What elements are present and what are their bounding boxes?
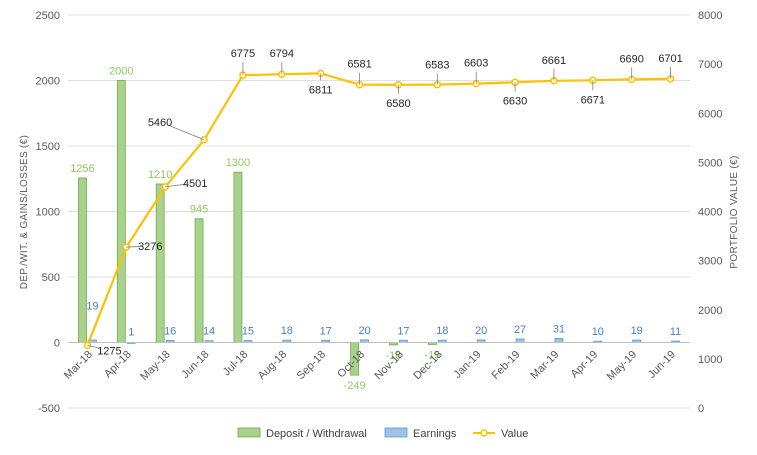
value-data-label: 5460 [148, 117, 172, 129]
value-data-label: 6690 [619, 53, 643, 65]
value-data-label: 6580 [386, 98, 410, 110]
category-tick-label: Mar-18 [62, 349, 95, 382]
category-tick-label: Jul-18 [221, 349, 251, 379]
right-tick-label: 3000 [698, 256, 722, 268]
deposit-data-label: -249 [344, 380, 366, 392]
earnings-data-label: 1 [128, 327, 134, 339]
category-tick-label: Apr-19 [569, 349, 601, 381]
value-series-line [86, 72, 671, 346]
left-tick-label: 1000 [36, 207, 60, 219]
value-data-label: 4501 [183, 178, 207, 190]
axis-ticks: -500 0 500 1000 1500 2000 2500 0 1000 2000 3000 400… [36, 10, 723, 415]
legend-swatch-earnings [384, 427, 408, 438]
earnings-data-label: 14 [203, 326, 215, 338]
category-tick-label: May-19 [605, 349, 639, 383]
value-data-label: 6701 [658, 53, 682, 65]
category-tick-label: Feb-19 [489, 349, 522, 382]
legend-label-earnings: Earnings [413, 428, 457, 440]
left-tick-label: 500 [42, 272, 60, 284]
earnings-data-label: 31 [553, 323, 565, 335]
right-tick-label: 5000 [698, 157, 722, 169]
earnings-data-label: 15 [242, 326, 254, 338]
value-data-label: 6775 [231, 48, 255, 60]
left-tick-label: 0 [54, 338, 60, 350]
value-leader-line [126, 246, 142, 248]
legend-label-value: Value [501, 428, 528, 440]
earnings-bar [554, 338, 564, 343]
deposit-data-label: 1256 [70, 163, 94, 175]
left-axis-title: DEP./WIT. & GAINS/LOSSES (€) [19, 135, 30, 289]
value-data-label: 1275 [97, 345, 121, 357]
category-tick-label: Jun-19 [646, 349, 678, 381]
earnings-data-label: 17 [320, 325, 332, 337]
value-data-label: 6581 [347, 59, 371, 71]
category-tick-label: Jun-18 [179, 349, 211, 381]
category-tick-label: Mar-19 [528, 349, 561, 382]
left-tick-label: 1500 [36, 141, 60, 153]
earnings-bar [515, 338, 525, 343]
deposit-data-label: 2000 [109, 66, 133, 78]
left-tick-label: 2500 [36, 10, 60, 22]
category-tick-label: Jan-19 [451, 349, 483, 381]
earnings-data-label: 27 [514, 324, 526, 336]
value-data-label: 6811 [309, 84, 333, 96]
deposit-bar [155, 183, 165, 343]
deposit-data-label: -18 [385, 350, 401, 362]
deposit-data-label: 1300 [226, 157, 250, 169]
legend-label-deposit: Deposit / Withdrawal [266, 428, 367, 440]
earnings-data-label: 19 [86, 301, 98, 313]
category-tick-label: Aug-18 [256, 349, 290, 383]
deposit-data-label: 945 [190, 204, 208, 216]
deposit-data-label: -15 [424, 349, 440, 361]
right-tick-label: 2000 [698, 305, 722, 317]
value-data-label: 3276 [138, 241, 162, 253]
legend-marker-value [480, 429, 488, 437]
right-tick-label: 1000 [698, 354, 722, 366]
value-data-label: 6603 [464, 58, 488, 70]
gridlines [68, 14, 690, 409]
value-line [83, 69, 675, 350]
legend: Deposit / Withdrawal Earnings Value [237, 427, 528, 440]
earnings-data-label: 10 [592, 326, 604, 338]
category-tick-label: May-18 [138, 349, 172, 383]
right-tick-label: 4000 [698, 207, 722, 219]
category-tick-label: Sep-18 [295, 349, 329, 383]
right-tick-label: 0 [698, 403, 704, 415]
right-tick-label: 7000 [698, 59, 722, 71]
value-leader-line [168, 124, 205, 141]
data-labels: 1256 2000 1210 945 1300 -249 -18 -15 19 1 16 14 15 18… [70, 48, 683, 392]
earnings-data-label: 19 [631, 325, 643, 337]
value-data-label: 6661 [542, 55, 566, 67]
earnings-data-label: 18 [436, 325, 448, 337]
right-tick-label: 6000 [698, 108, 722, 120]
earnings-data-label: 20 [475, 325, 487, 337]
deposit-bar [78, 177, 87, 343]
value-data-label: 6630 [503, 95, 527, 107]
earnings-data-label: 17 [397, 325, 409, 337]
deposit-data-label: 1210 [148, 169, 172, 181]
value-leader-line [165, 183, 187, 188]
left-tick-label: 2000 [36, 76, 60, 88]
earnings-data-label: 16 [164, 325, 176, 337]
deposit-bar [233, 171, 243, 343]
value-data-label: 6671 [581, 94, 605, 106]
value-data-label: 6583 [425, 60, 449, 72]
legend-swatch-deposit [237, 427, 261, 438]
left-tick-label: -500 [38, 403, 60, 415]
right-tick-label: 8000 [698, 10, 722, 22]
value-leader-line [87, 344, 101, 349]
deposit-bar [116, 80, 126, 343]
earnings-data-label: 18 [281, 325, 293, 337]
deposit-bar [194, 218, 204, 343]
right-axis-title: PORTFOLIO VALUE (€) [729, 155, 740, 268]
value-data-label: 6794 [270, 48, 294, 60]
earnings-data-label: 11 [670, 326, 681, 338]
earnings-data-label: 20 [358, 325, 370, 337]
